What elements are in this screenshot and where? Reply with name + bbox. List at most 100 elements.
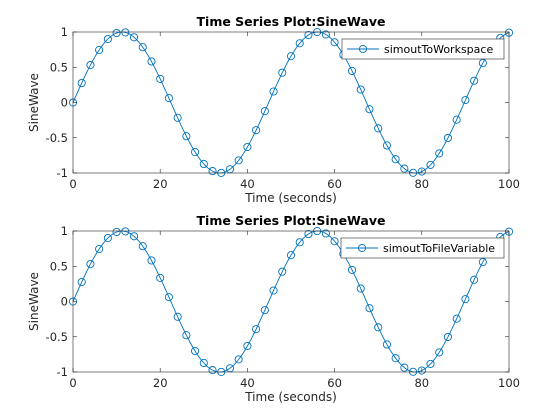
data-point-8 <box>138 43 147 52</box>
data-point-41 <box>426 160 435 169</box>
data-point-3 <box>95 45 104 55</box>
legend-box <box>340 237 505 259</box>
x-tick-label: 20 <box>153 177 168 191</box>
data-point-16 <box>208 167 217 176</box>
y-tick-label: -1 <box>57 365 68 379</box>
data-point-40 <box>417 366 426 375</box>
data-point-47 <box>478 258 487 267</box>
data-point-29 <box>321 229 330 238</box>
data-point-4 <box>103 233 112 243</box>
data-point-2 <box>86 61 95 70</box>
data-point-32 <box>347 265 357 274</box>
data-point-13 <box>182 331 191 340</box>
data-point-30 <box>330 237 339 246</box>
data-point-5 <box>112 227 121 237</box>
y-tick-label: 0 <box>61 295 68 309</box>
data-point-25 <box>286 251 296 260</box>
data-point-36 <box>382 141 391 150</box>
data-point-27 <box>304 229 313 239</box>
data-point-2 <box>86 259 95 269</box>
chart-1: Time Series Plot:SineWave simoutToWorkspa… <box>27 14 520 205</box>
x-tick-label: 0 <box>69 376 76 390</box>
y-axis-label: SineWave <box>27 272 41 331</box>
y-tick-label: -0.5 <box>46 131 68 145</box>
y-tick-label: -0.5 <box>46 330 68 344</box>
data-point-41 <box>426 359 435 368</box>
x-tick-label: 60 <box>327 177 342 191</box>
y-tick-label: 1 <box>61 224 68 238</box>
data-point-11 <box>164 94 173 103</box>
data-point-35 <box>374 323 383 332</box>
data-point-42 <box>435 149 444 158</box>
legend-box <box>341 38 505 60</box>
data-point-44 <box>452 115 461 124</box>
data-point-24 <box>278 68 287 77</box>
data-point-16 <box>208 366 217 375</box>
data-point-38 <box>400 164 409 173</box>
data-point-14 <box>191 346 200 356</box>
x-tick-label: 100 <box>498 177 520 191</box>
data-point-1 <box>77 277 86 287</box>
data-point-23 <box>269 286 278 295</box>
legend: simoutToWorkspace <box>341 38 505 60</box>
legend: simoutToFileVariable <box>340 237 505 259</box>
data-point-3 <box>95 244 104 254</box>
x-tick-label: 80 <box>414 177 429 191</box>
x-tick-label: 40 <box>240 177 255 191</box>
chart-title: Time Series Plot:SineWave <box>197 213 386 228</box>
data-point-27 <box>304 30 313 40</box>
x-tick-label: 60 <box>327 376 342 390</box>
data-point-40 <box>417 167 426 176</box>
data-point-33 <box>356 284 365 293</box>
x-tick-label: 40 <box>240 376 255 390</box>
x-axis-label: Time (seconds) <box>244 191 337 205</box>
data-point-46 <box>470 275 479 284</box>
y-tick-label: 0 <box>61 96 68 110</box>
legend-label: simoutToFileVariable <box>383 242 495 255</box>
chart-title: Time Series Plot:SineWave <box>197 14 386 29</box>
data-point-20 <box>243 142 252 152</box>
data-point-19 <box>234 355 243 364</box>
x-tick-label: 80 <box>414 376 429 390</box>
data-point-37 <box>391 155 400 164</box>
data-point-37 <box>391 354 400 363</box>
data-point-7 <box>129 33 139 42</box>
data-point-42 <box>435 348 444 357</box>
data-point-9 <box>147 57 156 66</box>
legend-marker <box>358 44 368 54</box>
data-point-12 <box>173 113 182 122</box>
x-tick-label: 0 <box>69 177 76 191</box>
y-tick-label: -1 <box>57 166 68 180</box>
data-point-21 <box>252 325 261 334</box>
data-point-21 <box>252 126 261 135</box>
data-point-46 <box>470 76 479 85</box>
data-point-12 <box>173 312 182 321</box>
data-point-10 <box>156 273 165 282</box>
data-point-43 <box>443 133 453 142</box>
data-point-7 <box>129 232 139 241</box>
data-point-8 <box>138 242 147 251</box>
data-point-5 <box>112 28 121 38</box>
data-point-30 <box>330 38 339 47</box>
data-point-19 <box>234 156 243 165</box>
data-point-34 <box>365 304 374 313</box>
legend-label: simoutToWorkspace <box>384 43 493 56</box>
data-point-24 <box>278 267 287 276</box>
x-tick-label: 100 <box>498 376 520 390</box>
data-point-6 <box>121 28 130 37</box>
data-point-6 <box>121 227 130 236</box>
y-axis-label: SineWave <box>27 73 41 132</box>
data-point-4 <box>103 34 112 44</box>
data-point-10 <box>156 74 165 83</box>
series-line-simoutToWorkspace <box>72 31 510 174</box>
y-tick-label: 0.5 <box>50 60 68 74</box>
data-point-36 <box>382 340 391 349</box>
data-point-44 <box>452 314 461 323</box>
data-point-22 <box>260 107 269 116</box>
y-tick-label: 0.5 <box>50 259 68 273</box>
data-point-43 <box>443 332 453 341</box>
data-point-15 <box>199 159 208 168</box>
data-point-15 <box>199 358 208 368</box>
data-point-47 <box>478 59 487 68</box>
